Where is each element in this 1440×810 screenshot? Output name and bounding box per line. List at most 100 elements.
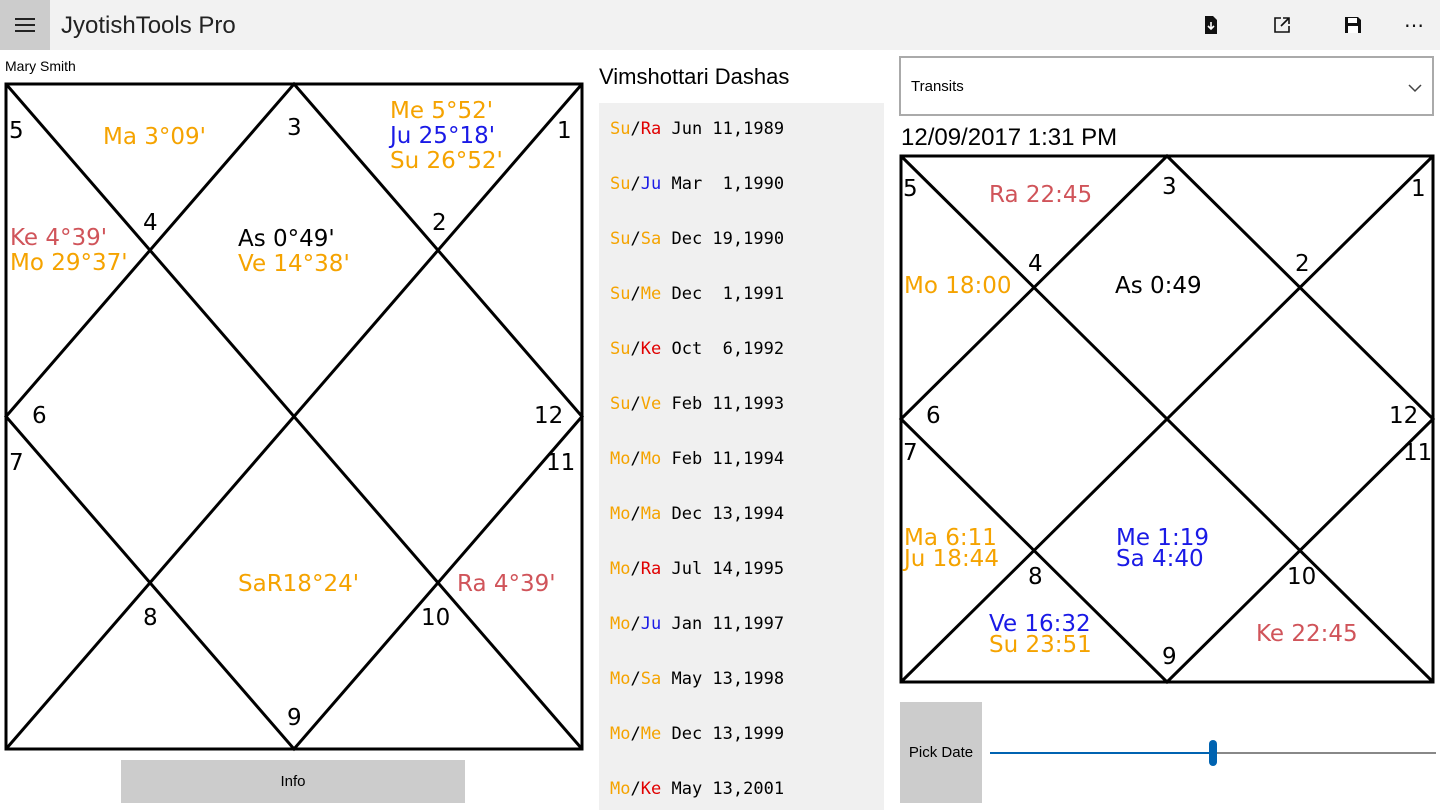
planet-label: Mo 29°37' [10, 250, 128, 276]
maha-dasha-lord: Mo [610, 669, 631, 689]
antar-dasha-lord: Mo [640, 449, 662, 469]
chart-type-dropdown[interactable]: Transits [899, 56, 1434, 116]
dasha-row[interactable]: Mo/Sa May 13,1998 [610, 667, 784, 691]
dasha-row[interactable]: Su/Ju Mar 1,1990 [610, 172, 784, 196]
dasha-spacer [661, 559, 671, 579]
dasha-separator: / [630, 394, 641, 414]
house-number: 7 [903, 440, 918, 466]
dasha-row[interactable]: Su/Ke Oct 6,1992 [610, 337, 784, 361]
house-number: 4 [143, 210, 158, 236]
antar-dasha-lord: Me [640, 724, 662, 744]
slider-thumb[interactable] [1209, 740, 1217, 766]
antar-dasha-lord: Me [640, 284, 662, 304]
hamburger-menu-icon[interactable] [0, 0, 50, 50]
dasha-separator: / [630, 779, 641, 799]
more-icon[interactable]: ⋯ [1404, 14, 1424, 37]
natal-chart: 1 2 3 4 5 6 7 8 9 10 11 12 Ma 3°09' Me 5… [4, 81, 584, 752]
dasha-start-date: Feb 11,1993 [671, 394, 785, 414]
slider-fill [990, 752, 1213, 754]
dasha-start-date: Dec 19,1990 [671, 229, 785, 249]
antar-dasha-lord: Ma [640, 504, 662, 524]
maha-dasha-lord: Su [610, 119, 631, 139]
dasha-separator: / [630, 449, 641, 469]
planet-label: Ra 4°39' [457, 571, 556, 597]
dasha-start-date: May 13,2001 [671, 779, 785, 799]
dasha-spacer [661, 724, 671, 744]
dasha-start-date: Oct 6,1992 [671, 339, 785, 359]
dasha-row[interactable]: Su/Ve Feb 11,1993 [610, 392, 784, 416]
planet-label: Ke 4°39' [10, 225, 107, 251]
dasha-separator: / [630, 339, 641, 359]
dasha-spacer [661, 284, 671, 304]
planet-label: As 0°49' [238, 226, 335, 252]
antar-dasha-lord: Ra [640, 119, 662, 139]
planet-label: Ma 3°09' [103, 124, 206, 150]
title-bar: JyotishTools Pro ⋯ [0, 0, 1440, 50]
dasha-start-date: Dec 1,1991 [671, 284, 785, 304]
planet-label: Sa 4:40 [1116, 546, 1204, 572]
antar-dasha-lord: Ju [640, 614, 662, 634]
maha-dasha-lord: Mo [610, 724, 631, 744]
dasha-start-date: Dec 13,1994 [671, 504, 785, 524]
dasha-row[interactable]: Mo/Ra Jul 14,1995 [610, 557, 784, 581]
dasha-row[interactable]: Mo/Ma Dec 13,1994 [610, 502, 784, 526]
dropdown-value: Transits [911, 78, 964, 95]
dasha-row[interactable]: Mo/Me Dec 13,1999 [610, 722, 784, 746]
dasha-spacer [661, 449, 671, 469]
date-slider[interactable] [990, 738, 1436, 768]
dasha-start-date: Feb 11,1994 [671, 449, 785, 469]
house-number: 3 [287, 115, 302, 141]
save-icon[interactable] [1338, 10, 1368, 40]
planet-label: Ma 6:11 [904, 525, 997, 551]
house-number: 7 [9, 450, 24, 476]
import-file-icon[interactable] [1196, 10, 1226, 40]
dasha-row[interactable]: Mo/Mo Feb 11,1994 [610, 447, 784, 471]
dasha-spacer [661, 504, 671, 524]
dasha-spacer [661, 669, 671, 689]
dasha-separator: / [630, 229, 641, 249]
open-external-icon[interactable] [1267, 10, 1297, 40]
maha-dasha-lord: Mo [610, 559, 631, 579]
dasha-row[interactable]: Mo/Ju Jan 11,1997 [610, 612, 784, 636]
dasha-start-date: Jan 11,1997 [671, 614, 785, 634]
house-number: 8 [143, 605, 158, 631]
dasha-row[interactable]: Su/Sa Dec 19,1990 [610, 227, 784, 251]
house-number: 9 [1162, 644, 1177, 670]
maha-dasha-lord: Mo [610, 614, 631, 634]
transit-chart: 1 2 3 4 5 6 7 8 9 10 11 12 Ra 22:45 Mo 1… [898, 153, 1436, 685]
info-button[interactable]: Info [121, 760, 465, 803]
dasha-start-date: Dec 13,1999 [671, 724, 785, 744]
dasha-title: Vimshottari Dashas [599, 64, 790, 89]
house-number: 11 [546, 450, 575, 476]
dasha-separator: / [630, 559, 641, 579]
antar-dasha-lord: Ke [640, 339, 662, 359]
slider-track [1213, 752, 1436, 754]
house-number: 1 [1411, 176, 1426, 202]
maha-dasha-lord: Su [610, 284, 631, 304]
planet-label: Ve 16:32 [989, 611, 1091, 637]
house-number: 12 [1389, 403, 1418, 429]
dasha-row[interactable]: Su/Ra Jun 11,1989 [610, 117, 784, 141]
dasha-spacer [661, 614, 671, 634]
maha-dasha-lord: Su [610, 339, 631, 359]
house-number: 10 [421, 605, 450, 631]
house-number: 2 [1295, 251, 1310, 277]
planet-label: Ve 14°38' [238, 251, 350, 277]
chevron-down-icon [1408, 80, 1422, 98]
dasha-separator: / [630, 284, 641, 304]
antar-dasha-lord: Sa [640, 229, 662, 249]
dasha-spacer [661, 229, 671, 249]
dasha-start-date: Mar 1,1990 [671, 174, 785, 194]
antar-dasha-lord: Ra [640, 559, 662, 579]
dasha-start-date: Jun 11,1989 [671, 119, 785, 139]
house-number: 11 [1403, 440, 1432, 466]
dasha-spacer [661, 394, 671, 414]
dasha-spacer [661, 174, 671, 194]
dasha-separator: / [630, 504, 641, 524]
pick-date-button[interactable]: Pick Date [900, 702, 982, 803]
dasha-row[interactable]: Su/Me Dec 1,1991 [610, 282, 784, 306]
dasha-row[interactable]: Mo/Ke May 13,2001 [610, 777, 784, 801]
dasha-list[interactable]: Su/Ra Jun 11,1989 Su/Ju Mar 1,1990 Su/Sa D… [599, 103, 884, 810]
house-number: 10 [1287, 564, 1316, 590]
app-title: JyotishTools Pro [61, 12, 236, 39]
